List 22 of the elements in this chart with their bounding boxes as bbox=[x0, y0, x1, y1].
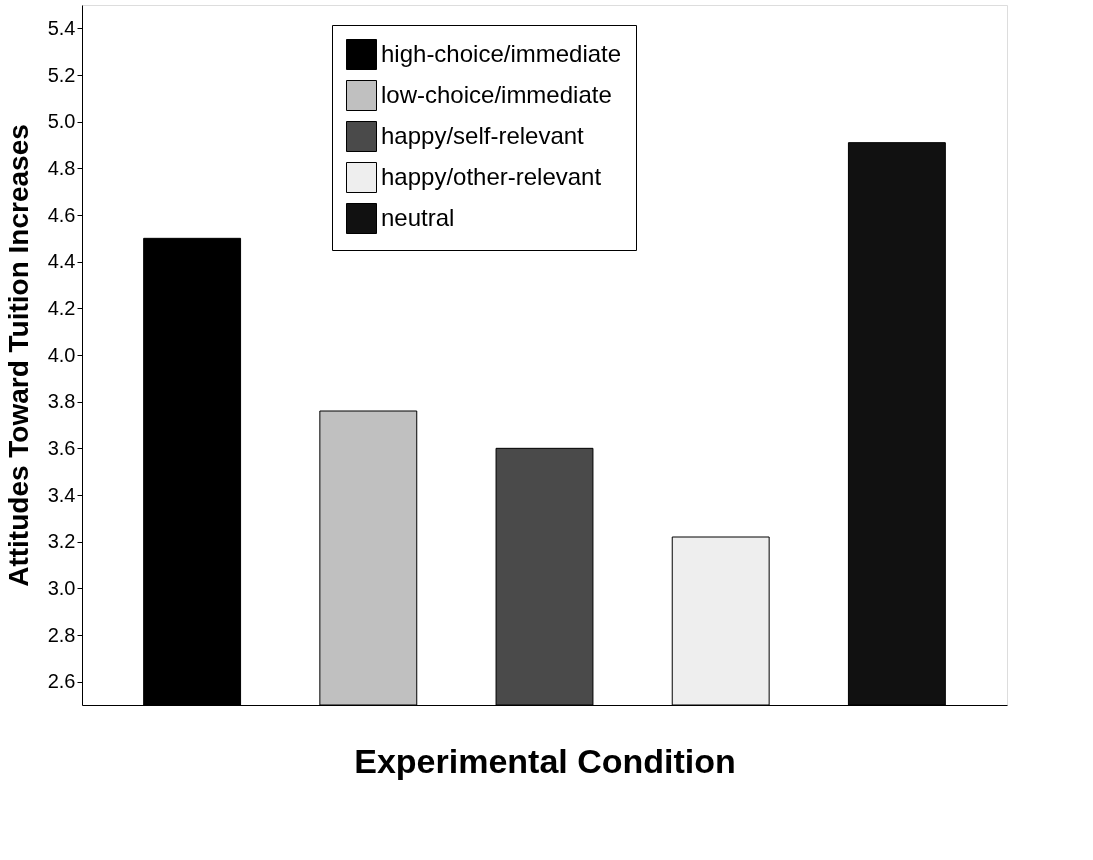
legend-label: neutral bbox=[381, 203, 455, 231]
y-axis-title: Attitudes Toward Tuition Increases bbox=[2, 124, 34, 587]
y-tick-label: 2.6 bbox=[47, 670, 76, 693]
y-tick-label: 4.6 bbox=[47, 203, 76, 226]
y-tick-label: 4.8 bbox=[47, 156, 76, 179]
legend-label: low-choice/immediate bbox=[381, 80, 612, 108]
y-tick-label: 3.4 bbox=[47, 483, 76, 506]
legend-label: happy/self-relevant bbox=[381, 121, 585, 149]
y-tick-label: 5.2 bbox=[47, 63, 76, 86]
x-axis-title: Experimental Condition bbox=[354, 741, 736, 780]
y-tick-label: 3.8 bbox=[47, 390, 76, 413]
legend-label: high-choice/immediate bbox=[381, 39, 622, 67]
y-tick-label: 4.4 bbox=[47, 250, 76, 273]
y-tick-label: 3.0 bbox=[47, 576, 76, 599]
y-tick-label: 5.0 bbox=[47, 110, 76, 133]
y-tick-label: 3.6 bbox=[47, 436, 76, 459]
y-tick-label: 4.2 bbox=[47, 296, 76, 319]
legend-label: happy/other-relevant bbox=[381, 162, 602, 190]
y-tick-label: 2.8 bbox=[47, 623, 76, 646]
y-tick-label: 5.4 bbox=[47, 16, 76, 39]
y-tick-label: 4.0 bbox=[47, 343, 76, 366]
y-tick-label: 3.2 bbox=[47, 530, 76, 553]
